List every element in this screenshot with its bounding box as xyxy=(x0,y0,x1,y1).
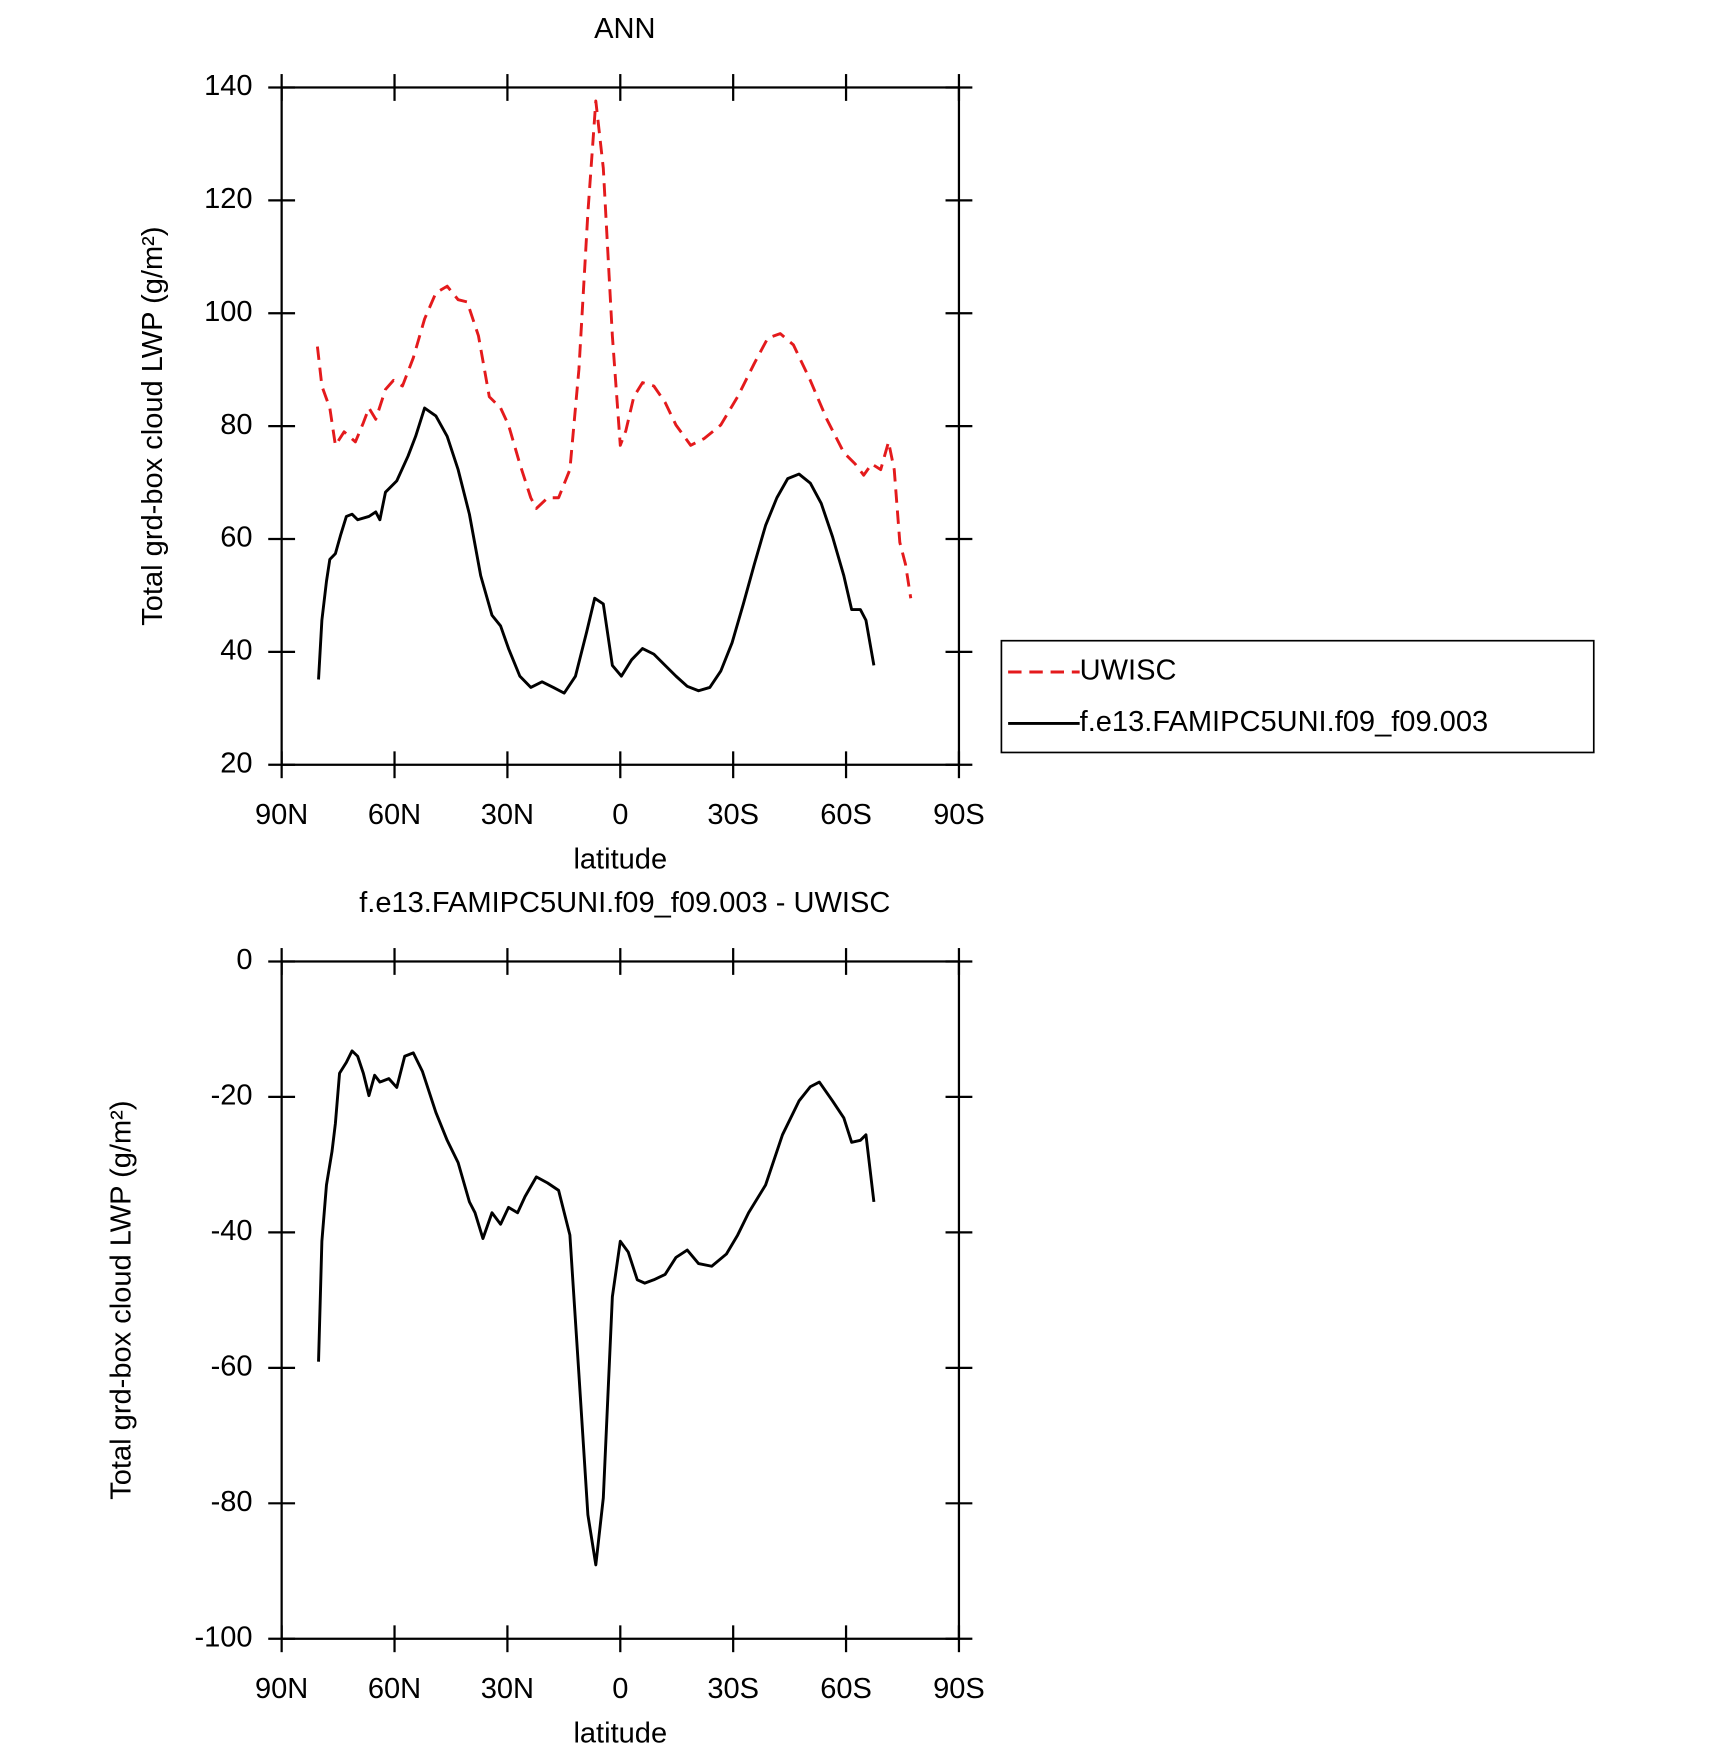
y-tick-label: 20 xyxy=(220,747,252,779)
y-tick-label: -20 xyxy=(211,1080,253,1112)
y-tick-label: 80 xyxy=(220,409,252,441)
x-tick-label: 30N xyxy=(481,799,534,831)
y-tick-label: -60 xyxy=(211,1351,253,1383)
x-tick-label: 30N xyxy=(481,1673,534,1705)
y-tick-label: 60 xyxy=(220,522,252,554)
y-tick-label: 40 xyxy=(220,635,252,667)
x-tick-label: 60S xyxy=(820,799,872,831)
x-tick-label: 90S xyxy=(933,799,985,831)
data-line xyxy=(317,406,876,695)
data-line xyxy=(315,99,913,599)
chart-title: ANN xyxy=(594,13,655,45)
y-tick-label: 100 xyxy=(204,296,252,328)
x-axis-label: latitude xyxy=(573,1718,667,1750)
y-tick-label: -40 xyxy=(211,1215,253,1247)
legend-label: UWISC xyxy=(1080,655,1177,687)
legend-label: f.e13.FAMIPC5UNI.f09_f09.003 xyxy=(1080,706,1489,738)
y-tick-label: 120 xyxy=(204,183,252,215)
x-tick-label: 30S xyxy=(707,799,759,831)
y-tick-label: 140 xyxy=(204,70,252,102)
x-tick-label: 60N xyxy=(368,1673,421,1705)
x-tick-label: 0 xyxy=(612,799,628,831)
x-tick-label: 60N xyxy=(368,799,421,831)
plot-frame xyxy=(280,960,961,1640)
chart-title: f.e13.FAMIPC5UNI.f09_f09.003 - UWISC xyxy=(359,887,890,919)
data-line xyxy=(317,1049,876,1567)
x-axis-label: latitude xyxy=(573,844,667,876)
legend-box xyxy=(1000,639,1595,754)
x-tick-label: 0 xyxy=(612,1673,628,1705)
y-axis-label: Total grd-box cloud LWP (g/m²) xyxy=(106,1100,138,1499)
y-axis-label: Total grd-box cloud LWP (g/m²) xyxy=(137,226,169,625)
y-tick-label: -100 xyxy=(194,1621,252,1653)
x-tick-label: 60S xyxy=(820,1673,872,1705)
x-tick-label: 30S xyxy=(707,1673,759,1705)
y-tick-label: 0 xyxy=(236,944,252,976)
x-tick-label: 90N xyxy=(255,799,308,831)
y-tick-label: -80 xyxy=(211,1486,253,1518)
x-tick-label: 90S xyxy=(933,1673,985,1705)
x-tick-label: 90N xyxy=(255,1673,308,1705)
